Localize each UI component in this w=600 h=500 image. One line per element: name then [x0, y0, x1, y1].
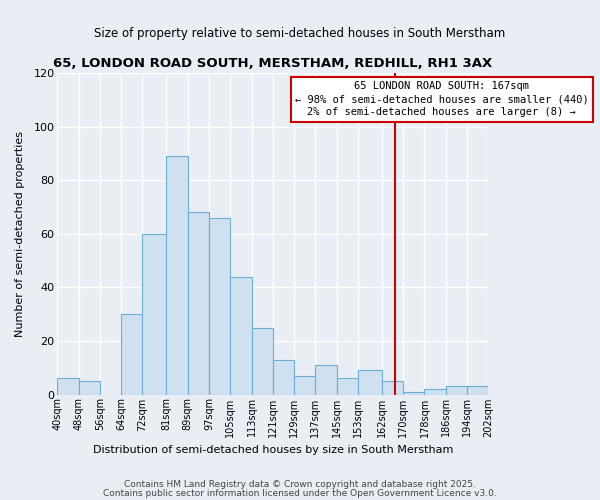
Text: Size of property relative to semi-detached houses in South Merstham: Size of property relative to semi-detach…: [94, 28, 506, 40]
Bar: [121, 314, 142, 394]
Bar: [337, 378, 358, 394]
Bar: [230, 276, 251, 394]
Text: Contains public sector information licensed under the Open Government Licence v3: Contains public sector information licen…: [103, 489, 497, 498]
Bar: [446, 386, 467, 394]
Bar: [358, 370, 382, 394]
Y-axis label: Number of semi-detached properties: Number of semi-detached properties: [15, 131, 25, 337]
Bar: [273, 360, 294, 394]
Bar: [188, 212, 209, 394]
Bar: [166, 156, 188, 394]
Bar: [424, 389, 446, 394]
Bar: [467, 386, 488, 394]
Bar: [251, 328, 273, 394]
Bar: [57, 378, 79, 394]
Bar: [382, 381, 403, 394]
Bar: [209, 218, 230, 394]
Bar: [142, 234, 166, 394]
Bar: [403, 392, 424, 394]
Bar: [79, 381, 100, 394]
Text: Contains HM Land Registry data © Crown copyright and database right 2025.: Contains HM Land Registry data © Crown c…: [124, 480, 476, 489]
Title: 65, LONDON ROAD SOUTH, MERSTHAM, REDHILL, RH1 3AX: 65, LONDON ROAD SOUTH, MERSTHAM, REDHILL…: [53, 58, 493, 70]
X-axis label: Distribution of semi-detached houses by size in South Merstham: Distribution of semi-detached houses by …: [92, 445, 453, 455]
Bar: [316, 365, 337, 394]
Bar: [294, 376, 316, 394]
Text: 65 LONDON ROAD SOUTH: 167sqm
← 98% of semi-detached houses are smaller (440)
2% : 65 LONDON ROAD SOUTH: 167sqm ← 98% of se…: [295, 81, 589, 118]
